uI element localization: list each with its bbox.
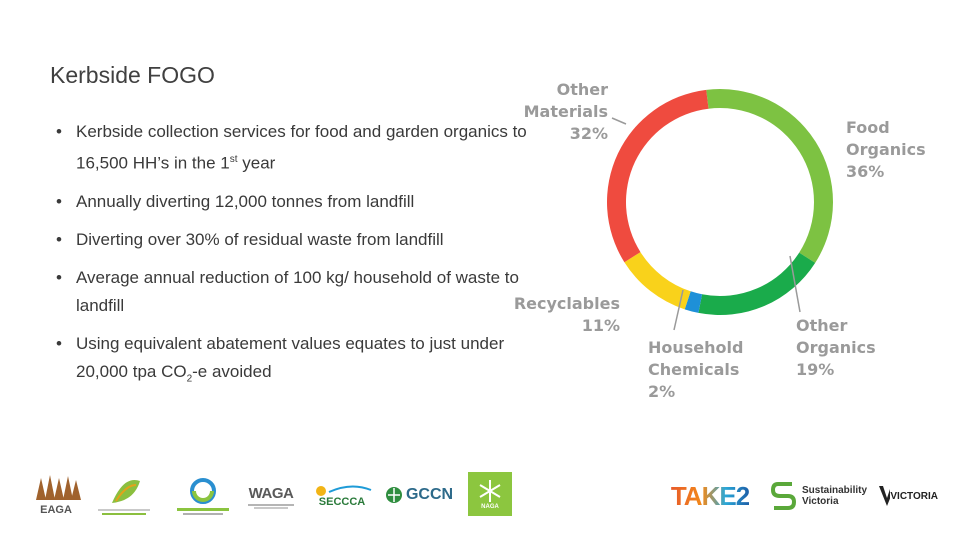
donut-slice-recyclables — [624, 252, 691, 310]
naga-logo: NAGA — [468, 472, 512, 516]
bullet-item: Using equivalent abatement values equate… — [56, 330, 536, 393]
slice-label-other-organics: Other Organics 19% — [796, 316, 876, 379]
take2-logo: TAKE2 — [670, 480, 750, 511]
bullet-item: Annually diverting 12,000 tonnes from la… — [56, 188, 536, 216]
eaga-logo: EAGA — [28, 466, 84, 522]
snowflake-icon — [479, 480, 501, 502]
slice-label-household-chemicals: Household Chemicals 2% — [648, 338, 743, 401]
donut-slice-household-chemicals — [684, 291, 703, 313]
victoria-state-government-logo: VICTORIA — [878, 480, 938, 512]
bullet-list: Kerbside collection services for food an… — [56, 118, 536, 403]
swirl-icon — [177, 478, 229, 515]
leader-line — [673, 289, 684, 331]
leaf-icon — [98, 479, 150, 515]
greenhouse-alliance-logo — [95, 472, 153, 518]
slice-label-food-organics: Food Organics 36% — [846, 118, 926, 181]
waga-tagline — [248, 503, 294, 509]
leader-line — [789, 255, 801, 313]
sv-mark-icon — [770, 482, 797, 510]
globe-icon — [385, 487, 402, 503]
trees-icon — [36, 475, 81, 500]
slice-label-recyclables: Recyclables 11% — [514, 294, 620, 335]
goulburn-greenhouse-alliance-logo — [172, 474, 234, 518]
donut-slice-other-materials — [606, 89, 709, 263]
seccca-logo: SECCCA — [310, 476, 374, 514]
donut-slice-other-organics — [698, 252, 816, 315]
slide-title: Kerbside FOGO — [50, 62, 215, 88]
slice-label-other-materials: Other Materials 32% — [524, 80, 609, 143]
bullet-item: Diverting over 30% of residual waste fro… — [56, 226, 536, 254]
bullet-item: Kerbside collection services for food an… — [56, 118, 536, 178]
bullet-item: Average annual reduction of 100 kg/ hous… — [56, 264, 536, 320]
victoria-v-icon — [879, 486, 891, 506]
donut-slice-food-organics — [706, 89, 834, 263]
gccn-logo: GCCN — [384, 482, 454, 508]
sun-icon — [316, 485, 372, 496]
sustainability-victoria-logo: Sustainability Victoria — [770, 478, 870, 514]
leader-line — [611, 117, 627, 125]
waga-logo: WAGA — [244, 478, 298, 516]
